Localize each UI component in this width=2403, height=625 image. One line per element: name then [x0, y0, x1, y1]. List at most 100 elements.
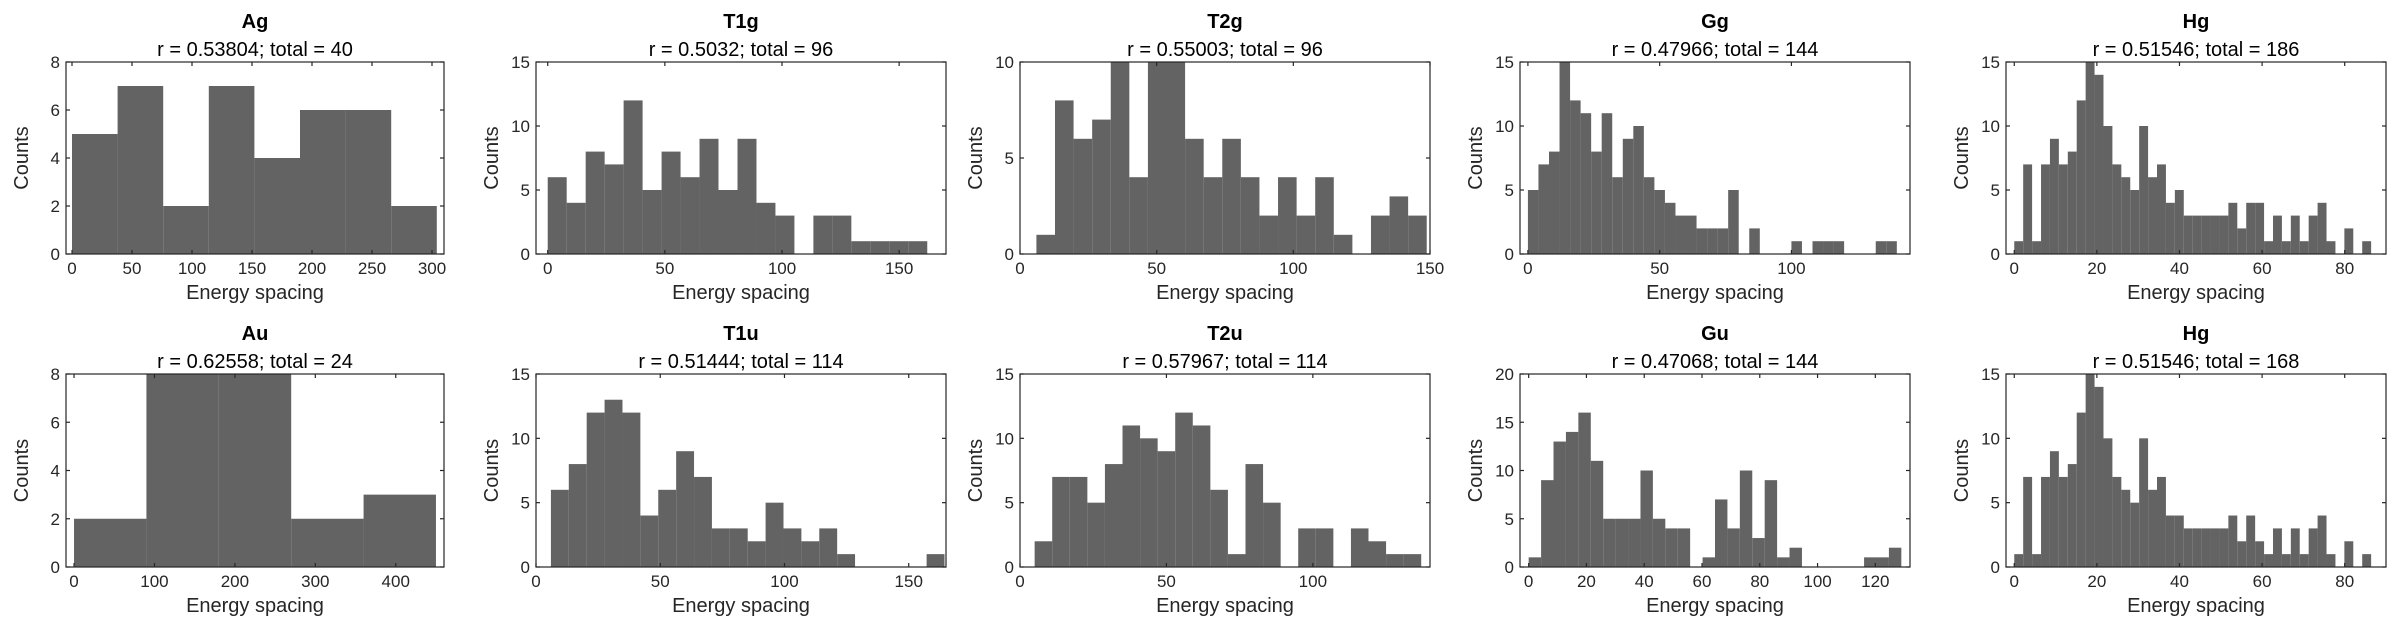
chart-5-xlabel: Energy spacing	[186, 595, 324, 617]
chart-2-bar-14	[1296, 215, 1316, 254]
chart-2-subtitle: r = 0.55003; total = 96	[1127, 39, 1323, 61]
chart-3-bar-28	[1823, 241, 1834, 254]
chart-9-title: Hg	[2183, 323, 2210, 345]
chart-8-panel: 0 20 40 60 80 100 120 0 5 10 15 20 Gu r = 0.47068; to…	[1465, 323, 1911, 617]
chart-2-bar-13	[1278, 177, 1297, 254]
chart-7-bar-21	[1403, 554, 1422, 567]
chart-3-ytick-label-1: 5	[1505, 181, 1514, 200]
chart-3-ytick-label-3: 15	[1495, 53, 1514, 72]
chart-7-bar-9	[1192, 425, 1211, 567]
chart-6-xlabel: Energy spacing	[672, 595, 810, 617]
chart-4-bar-17	[2165, 202, 2175, 254]
chart-7-bar-6	[1140, 438, 1158, 567]
chart-0-bar-4	[254, 158, 300, 254]
chart-8-bar-0	[1528, 557, 1542, 567]
chart-7-bar-7	[1157, 451, 1176, 567]
chart-4-bar-4	[2049, 138, 2059, 254]
chart-2-xtick-label-3: 150	[1416, 259, 1444, 278]
chart-5-bar-0	[74, 518, 147, 567]
chart-9-subtitle: r = 0.51546; total = 168	[2093, 351, 2300, 373]
chart-7-bar-4	[1104, 464, 1123, 567]
chart-3-bar-15	[1686, 215, 1697, 254]
chart-4-bar-0	[2014, 241, 2024, 254]
chart-8-xtick-label-3: 60	[1693, 572, 1712, 591]
chart-7-bar-16	[1315, 528, 1334, 567]
chart-7-bar-5	[1122, 425, 1141, 567]
chart-6-bar-4	[622, 412, 641, 567]
chart-3-bar-4	[1570, 100, 1581, 255]
chart-0-ytick-label-2: 4	[51, 149, 60, 168]
chart-4-bar-28	[2264, 241, 2273, 254]
chart-4-bar-20	[2192, 215, 2202, 254]
chart-6-bar-11	[747, 541, 766, 567]
chart-2-bar-3	[1092, 119, 1111, 254]
chart-9-bar-37	[2344, 541, 2354, 567]
chart-5-ytick-label-0: 0	[51, 558, 60, 577]
chart-0-xlabel: Energy spacing	[186, 282, 324, 304]
chart-8-subtitle: r = 0.47068; total = 144	[1612, 351, 1819, 373]
chart-1-bar-11	[756, 202, 776, 254]
chart-7-bar-11	[1227, 554, 1246, 567]
chart-8-bar-15	[1715, 499, 1728, 567]
chart-2-bar-15	[1315, 177, 1334, 254]
chart-7-bar-10	[1210, 489, 1228, 567]
chart-4-ytick-label-3: 15	[1981, 53, 2000, 72]
chart-9-ytick-label-1: 5	[1991, 494, 2000, 513]
chart-4-bar-8	[2085, 62, 2095, 254]
chart-9-bar-32	[2299, 554, 2309, 567]
chart-9-ytick-label-3: 15	[1981, 365, 2000, 384]
chart-7-ytick-label-0: 0	[1005, 558, 1014, 577]
chart-6-bar-10	[729, 528, 748, 567]
chart-3-bar-17	[1707, 228, 1718, 254]
chart-3-axes-box	[1519, 61, 1911, 255]
chart-9-bar-39	[2362, 554, 2372, 567]
chart-2-ytick-label-1: 5	[1005, 149, 1014, 168]
chart-3-bar-13	[1664, 202, 1676, 254]
chart-4-bar-16	[2157, 164, 2166, 254]
chart-8-bar-21	[1789, 547, 1802, 567]
chart-0-xtick-label-0: 0	[67, 259, 76, 278]
chart-8-bar-29	[1888, 547, 1902, 567]
chart-4-bar-39	[2362, 241, 2372, 254]
chart-2-bar-11	[1240, 177, 1260, 254]
chart-1-bar-14	[813, 215, 833, 254]
chart-2-bar-12	[1259, 215, 1279, 254]
chart-6-ylabel: Counts	[481, 439, 503, 502]
chart-6-bar-3	[604, 399, 623, 567]
chart-3-xlabel: Energy spacing	[1646, 282, 1784, 304]
chart-8-bar-18	[1752, 538, 1765, 567]
chart-4-ytick-label-2: 10	[1981, 117, 2000, 136]
chart-8-xtick-label-1: 20	[1577, 572, 1596, 591]
chart-0-ytick-label-4: 8	[51, 53, 60, 72]
chart-9-axes-box	[2005, 373, 2387, 568]
chart-0-xtick-label-1: 50	[123, 259, 142, 278]
chart-8-bar-17	[1739, 470, 1753, 567]
chart-1-xlabel: Energy spacing	[672, 282, 810, 304]
chart-5-bar-2	[218, 374, 292, 567]
chart-5-title: Au	[242, 323, 269, 345]
chart-1-bar-6	[661, 151, 681, 254]
chart-7-panel: 0 50 100 0 5 10 15 T2u r = 0.57967; total = 114 E…	[965, 323, 1431, 617]
chart-3-bar-25	[1791, 241, 1802, 254]
chart-7-bar-19	[1368, 541, 1387, 567]
chart-8-bar-7	[1615, 518, 1629, 567]
chart-4-bar-33	[2308, 215, 2318, 254]
chart-2-bar-8	[1185, 138, 1204, 254]
chart-8-bar-4	[1578, 412, 1591, 567]
chart-8-bar-28	[1876, 557, 1889, 567]
chart-3-title: Gg	[1701, 11, 1729, 33]
chart-6-xtick-label-1: 50	[651, 572, 670, 591]
chart-6-bar-12	[765, 502, 784, 567]
chart-2-bar-7	[1166, 62, 1186, 254]
chart-4-bar-5	[2058, 164, 2068, 254]
chart-2-ytick-label-2: 10	[995, 53, 1014, 72]
chart-4-xtick-label-1: 20	[2087, 259, 2106, 278]
chart-7-bar-0	[1034, 541, 1053, 567]
chart-9-bar-30	[2281, 554, 2291, 567]
chart-8-ylabel: Counts	[1465, 439, 1487, 502]
chart-9-bar-10	[2103, 438, 2113, 567]
chart-1-bar-7	[680, 177, 700, 254]
chart-7-ylabel: Counts	[965, 439, 987, 502]
chart-1-bar-1	[566, 202, 586, 254]
